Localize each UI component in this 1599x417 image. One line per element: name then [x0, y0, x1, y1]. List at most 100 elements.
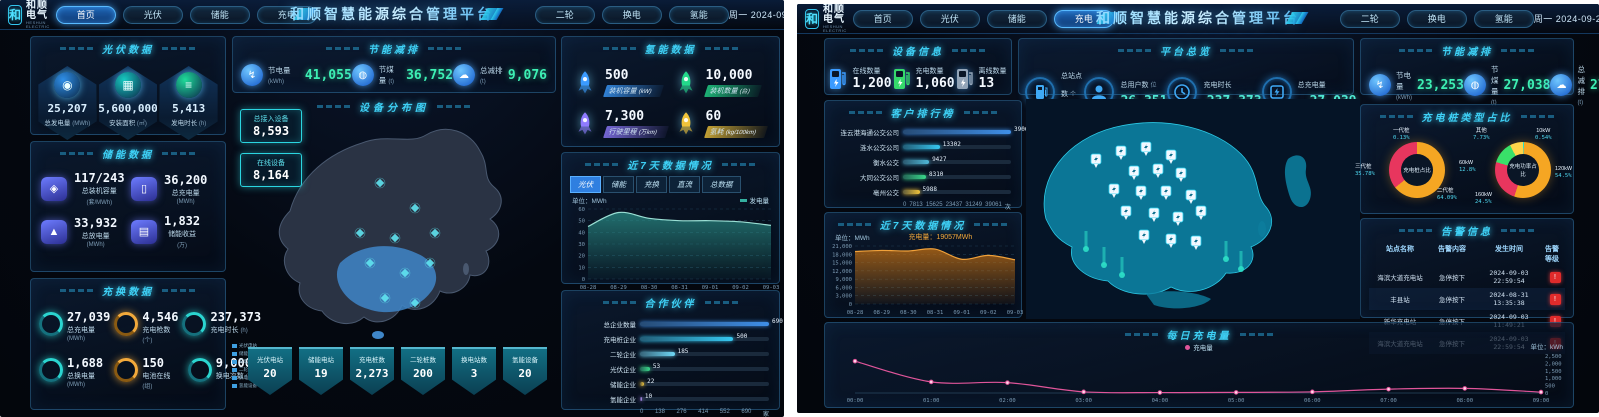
svg-text:08-29: 08-29 — [873, 310, 890, 316]
svg-text:09-02: 09-02 — [980, 310, 997, 316]
bar-row: 储能企业 22 — [572, 376, 769, 391]
alarm-info-card: 告警信息 站点名称 告警内容 发生时间 告警等级 海滨大道充电站 急停按下 2024… — [1360, 218, 1574, 354]
svg-text:09-03: 09-03 — [763, 285, 780, 291]
stat-value: 5,413 — [172, 102, 206, 115]
storage-stat: ▯ 36,200 总充电量 (MWh) — [131, 171, 215, 206]
tab-swap[interactable]: 换电 — [1406, 9, 1467, 28]
ring-gauge-icon — [114, 358, 139, 382]
alarm-row[interactable]: 丰县站 急停按下 2024-08-31 13:35:38! — [1369, 288, 1565, 310]
svg-text:09-03: 09-03 — [1007, 310, 1023, 316]
svg-text:08-28: 08-28 — [847, 310, 864, 316]
tab-hydrogen[interactable]: 氢能 — [1473, 9, 1534, 28]
bar-row: 二轮企业 185 — [572, 346, 769, 361]
charger-icon — [956, 68, 973, 89]
rocket-icon — [679, 70, 692, 93]
pile-power-donut[interactable]: 充电功率占比 其他 7.73% 10kW 0.54% 60kW 12.8% 160kW… — [1459, 128, 1573, 205]
storage-icon: ▤ — [131, 219, 157, 244]
stat-value: 5,600,000 — [98, 102, 158, 115]
energy-saving-card: 节能减排 ↯ 节电量 (kWh) 23,253 ◍ 节煤量 (t) 27,038 ☁ 总减排 … — [1360, 38, 1599, 106]
partners-bar-chart: 总企业数量 690 充电桩企业 500 二轮企业 185 光伏企业 53 储能企业 22 氢能企业 1… — [562, 310, 783, 406]
nav-right: 二轮 换电 氢能 — [1339, 9, 1534, 28]
pile-generation-donut[interactable]: 充电桩占比 一代桩 0.13% 三代桩 35.78% 二代桩 64.09% — [1355, 128, 1457, 201]
logo-title: 和顺电气 — [823, 4, 846, 25]
svg-text:15,000: 15,000 — [832, 261, 852, 267]
tab-pv[interactable]: 光伏 — [122, 5, 183, 24]
datetime: 周一 2024-09-23 08:43:51 — [1533, 14, 1599, 24]
chart-unit: 单位：MWh — [572, 198, 607, 205]
alarm-bell-icon: ! — [1549, 315, 1561, 327]
solar-panel-icon: ▦ — [114, 72, 141, 98]
svg-text:09-02: 09-02 — [732, 285, 749, 291]
svg-text:08-30: 08-30 — [641, 285, 658, 291]
svg-text:0: 0 — [849, 302, 852, 308]
ranking-bar-chart: 连云港海通公交公司 39061 涟水公交公司 13302 衡水公交 9427 大同公交公司 8… — [825, 120, 1033, 199]
chart-unit: 单位：kWh — [1530, 344, 1564, 351]
chart-tab-直流[interactable]: 直流 — [669, 176, 700, 193]
pv-week-area-chart[interactable]: 60 50 40 30 20 10 0 08-28 08-29 08-30 08-31 09-01 09… — [562, 205, 779, 296]
svg-text:30: 30 — [578, 242, 585, 248]
svg-text:50: 50 — [578, 219, 585, 225]
chart-tab-储能[interactable]: 储能 — [603, 176, 634, 193]
storage-stat: ▲ 33,932 总放电量 (MWh) — [41, 214, 125, 249]
svg-text:08:00: 08:00 — [1456, 398, 1473, 404]
storage-icon: ▲ — [41, 219, 67, 244]
ring-gauge-icon — [182, 312, 207, 336]
section-title: 合作伙伴 — [562, 291, 779, 310]
tab-hydrogen[interactable]: 氢能 — [668, 5, 729, 24]
svg-text:3,000: 3,000 — [835, 294, 852, 300]
daily-line-chart[interactable]: 2,500 2,000 1,500 1,000 500 0 00:00 01:00 02:00 0… — [825, 352, 1573, 409]
svg-text:18,000: 18,000 — [832, 252, 852, 258]
storage-stat: ◈ 117/243 总装机容量 (套/MWh) — [41, 171, 125, 206]
chart-tab-总数据[interactable]: 总数据 — [702, 176, 741, 193]
chart-legend: 充电量 — [1185, 342, 1213, 352]
svg-text:21,000: 21,000 — [832, 244, 852, 250]
charge-swap-card: 充换数据 27,039 总充电量 (MWh) 4,546 充电枪数 (个) 237,37… — [30, 278, 261, 410]
rocket-icon — [679, 111, 692, 134]
pv-data-card: 光伏数据 ◉ 25,207 总发电量 (MWh) ▦ 5,600,000 安装面… — [30, 36, 226, 140]
saving-stat: ◍ 节煤量 (t) 27,038 — [1463, 64, 1550, 106]
asia-charging-map[interactable] — [1026, 99, 1360, 319]
page-title: 和顺智慧能源综合管理平台 — [290, 6, 494, 22]
tab-two-wheel[interactable]: 二轮 — [534, 5, 595, 24]
bar-row: 衡水公交 9427 — [835, 154, 1011, 169]
tab-storage[interactable]: 储能 — [189, 5, 250, 24]
china-map[interactable] — [230, 113, 558, 363]
logo-title: 和顺电气 — [26, 0, 49, 21]
svg-text:20: 20 — [578, 254, 585, 260]
station-badge: 光伏电站 20 — [248, 347, 292, 395]
rocket-icon — [578, 111, 592, 134]
bar-row: 涟水公交公司 13302 — [835, 139, 1011, 154]
alarm-bell-icon: ! — [1549, 271, 1561, 283]
storage-icon: ◈ — [41, 176, 67, 201]
section-title: 储能数据 — [31, 142, 225, 161]
chart-tab-充换[interactable]: 充换 — [636, 176, 667, 193]
charging-week-area-chart[interactable]: 21,000 18,000 15,000 12,000 9,000 6,000 3,000 0… — [825, 242, 1023, 321]
chart-tab-光伏[interactable]: 光伏 — [570, 176, 601, 193]
tab-home[interactable]: 首页 — [55, 5, 116, 24]
rocket-icon — [578, 70, 592, 93]
svg-text:04:00: 04:00 — [1152, 398, 1169, 404]
saving-icon: ◍ — [1463, 74, 1486, 96]
tab-pv[interactable]: 光伏 — [919, 9, 980, 28]
section-title: 近7天数据情况 — [825, 213, 1021, 232]
tab-swap[interactable]: 换电 — [601, 5, 662, 24]
saving-stat: ↯ 节电量 (kWh) 41,055 — [241, 64, 352, 86]
hours-icon: ≡ — [175, 72, 202, 98]
svg-text:1,000: 1,000 — [1545, 376, 1562, 382]
storage-data-card: 储能数据 ◈ 117/243 总装机容量 (套/MWh) ▯ 36,200 总充电量 (MWh… — [30, 141, 226, 272]
device-stat: 在线数量 1,200 — [829, 66, 892, 91]
device-info-card: 设备信息 在线数量 1,200 充电数量 1,060 离线数量 13 — [824, 38, 1012, 95]
svg-text:500: 500 — [1545, 384, 1555, 390]
bar-row: 光伏企业 53 — [572, 361, 769, 376]
tab-two-wheel[interactable]: 二轮 — [1339, 9, 1400, 28]
section-title: 节能减排 — [233, 37, 555, 56]
donut-center-label: 充电桩占比 — [1401, 154, 1433, 186]
saving-icon: ↯ — [241, 64, 263, 86]
tab-storage[interactable]: 储能 — [986, 9, 1047, 28]
hydrogen-stat: 7,300 行驶里程 (万km) — [572, 109, 669, 138]
bar-row: 亳州公交 5988 — [835, 184, 1011, 199]
alarm-table-header: 站点名称 告警内容 发生时间 告警等级 — [1386, 245, 1559, 263]
tab-home[interactable]: 首页 — [852, 9, 913, 28]
